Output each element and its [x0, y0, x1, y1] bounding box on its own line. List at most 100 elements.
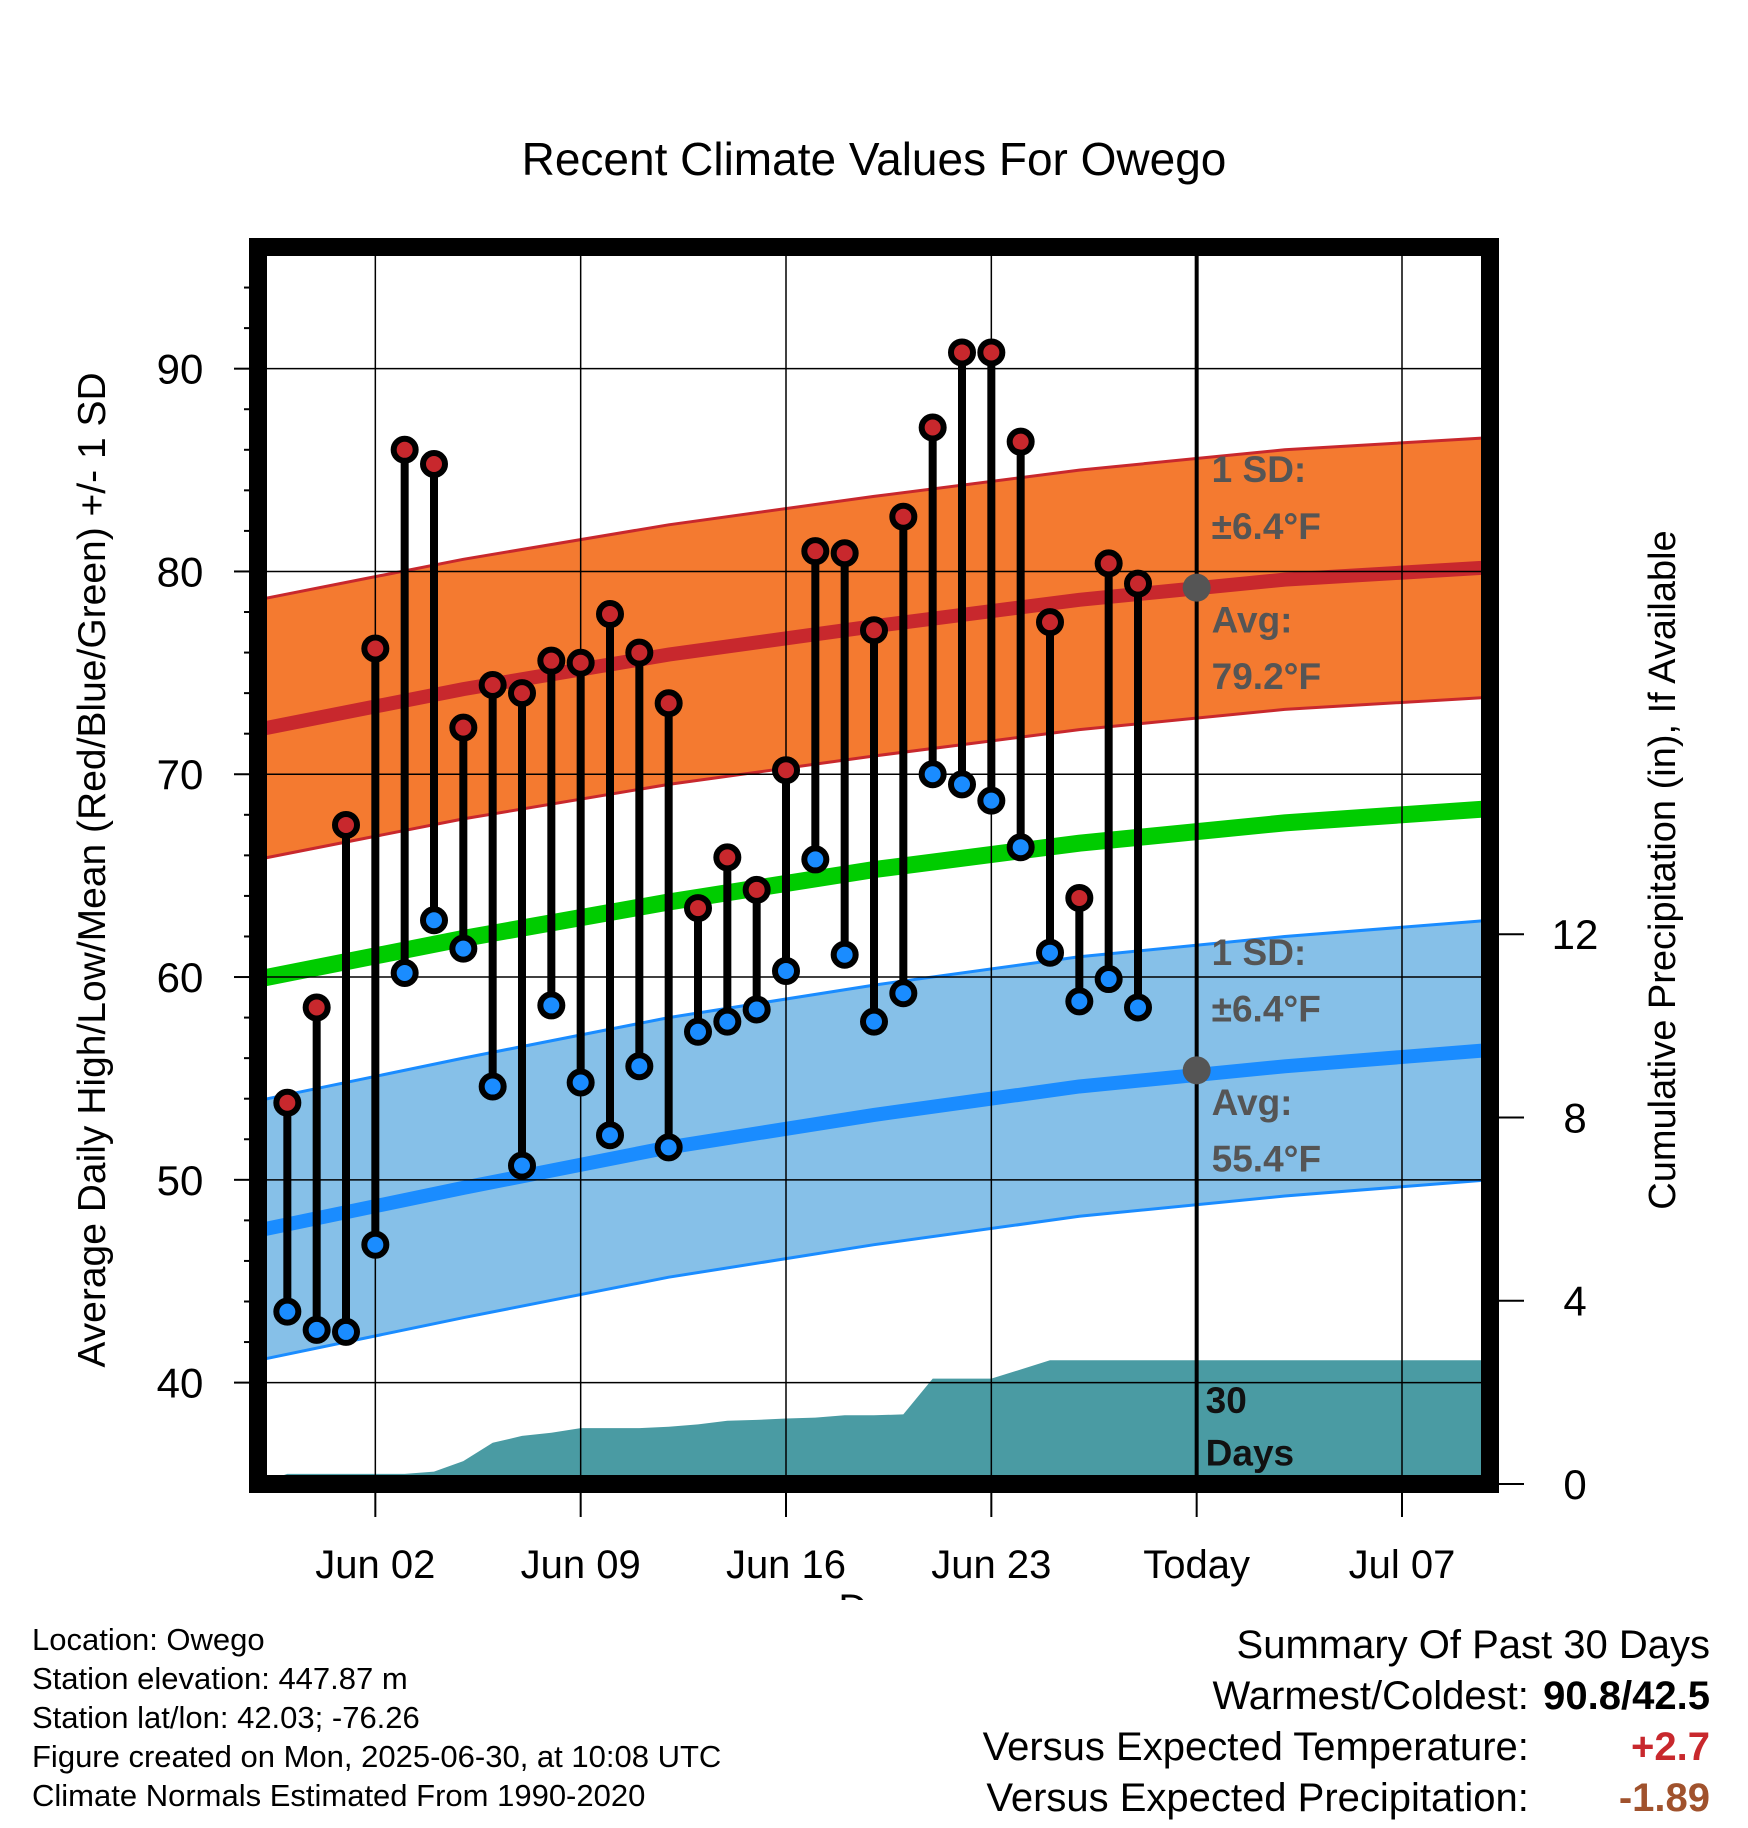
daily-high-point: [390, 435, 419, 464]
daily-low-point: [508, 1151, 536, 1180]
daily-high-point: [625, 638, 654, 667]
x-tick-label: Jul 07: [1349, 1543, 1456, 1587]
daily-high-point: [537, 646, 566, 675]
daily-high-point: [1006, 427, 1035, 456]
high-avg-label: Avg:: [1212, 599, 1293, 640]
daily-high-point: [332, 810, 360, 839]
daily-low-point: [860, 1007, 888, 1036]
y-axis-label: Average Daily High/Low/Mean (Red/Blue/Gr…: [71, 372, 114, 1367]
daily-low-point: [596, 1121, 624, 1150]
low-band: [258, 920, 1490, 1361]
temp-label: Versus Expected Temperature:: [982, 1725, 1529, 1769]
daily-high-point: [449, 713, 478, 742]
low-avg-label: Avg:: [1212, 1082, 1293, 1123]
high-sd-label: 1 SD:: [1212, 449, 1307, 490]
summary-heading: Summary Of Past 30 Days: [1236, 1623, 1710, 1667]
daily-low-point: [420, 906, 448, 935]
daily-high-point: [361, 634, 390, 663]
daily-high-point: [772, 756, 800, 785]
daily-high-point: [801, 537, 830, 566]
daily-high-point: [508, 679, 536, 708]
daily-high-point: [713, 843, 742, 872]
daily-low-point: [742, 995, 771, 1024]
normals-text: Climate Normals Estimated From 1990-2020: [32, 1778, 646, 1813]
y2-tick-label: 0: [1563, 1461, 1586, 1508]
daily-low-point: [1036, 938, 1064, 967]
daily-low-point: [361, 1230, 390, 1259]
daily-high-point: [860, 616, 888, 645]
daily-high-point: [273, 1088, 302, 1117]
x-tick-label: Jun 02: [315, 1543, 435, 1587]
daily-high-point: [1036, 608, 1064, 637]
daily-high-point: [830, 539, 859, 568]
daily-high-point: [302, 993, 331, 1022]
daily-low-point: [537, 991, 566, 1020]
daily-low-point: [948, 770, 976, 799]
y-tick-label: 70: [157, 751, 204, 798]
plot-area: 1 SD: ±6.4°F Avg: 79.2°F 1 SD: ±6.4°F Avg: 55.4…: [157, 238, 1599, 1587]
daily-low-point: [390, 958, 419, 987]
daily-low-point: [1094, 965, 1123, 994]
warmest-value: 90.8/42.5: [1543, 1674, 1710, 1718]
y2-tick-label: 12: [1552, 911, 1599, 958]
temp-value: +2.7: [1631, 1725, 1710, 1769]
y-tick-label: 80: [157, 548, 204, 595]
daily-high-point: [478, 671, 507, 700]
daily-high-point: [420, 449, 448, 478]
location-text: Location: Owego: [32, 1622, 265, 1657]
daily-high-point: [1124, 569, 1152, 598]
days-count-label: 30: [1206, 1380, 1247, 1421]
x-tick-label: Jun 16: [726, 1543, 846, 1587]
daily-low-point: [449, 934, 478, 963]
daily-low-point: [478, 1072, 507, 1101]
high-sd-value: ±6.4°F: [1212, 506, 1321, 547]
daily-low-point: [566, 1068, 595, 1097]
daily-high-point: [566, 648, 595, 677]
climate-chart: Recent Climate Values For Owego Average …: [71, 133, 1684, 1600]
daily-low-point: [1006, 833, 1035, 862]
low-sd-value: ±6.4°F: [1212, 989, 1321, 1030]
daily-low-point: [302, 1315, 331, 1344]
daily-low-point: [1124, 993, 1152, 1022]
high-avg-value: 79.2°F: [1212, 656, 1321, 697]
y2-tick-label: 4: [1563, 1278, 1586, 1325]
daily-high-point: [918, 413, 947, 442]
y2-axis-label: Cumulative Precipitation (in), If Availa…: [1642, 530, 1684, 1209]
daily-low-point: [654, 1133, 683, 1162]
daily-high-point: [948, 338, 976, 367]
plot-frame: [249, 238, 1499, 1493]
daily-low-point: [918, 760, 947, 789]
summary-panel: Summary Of Past 30 Days Warmest/Coldest:…: [983, 1620, 1710, 1824]
daily-high-point: [596, 600, 624, 629]
daily-low-point: [684, 1017, 712, 1046]
daily-high-point: [684, 894, 712, 923]
days-word-label: Days: [1206, 1433, 1294, 1474]
y2-tick-label: 8: [1563, 1094, 1586, 1141]
daily-low-point: [772, 956, 800, 985]
x-tick-label: Today: [1143, 1543, 1250, 1587]
daily-low-point: [1065, 987, 1094, 1016]
daily-high-point: [1065, 883, 1094, 912]
daily-low-point: [273, 1297, 302, 1326]
precip-value: -1.89: [1618, 1776, 1710, 1820]
chart-title: Recent Climate Values For Owego: [522, 133, 1227, 185]
daily-high-point: [889, 502, 918, 531]
daily-high-point: [654, 689, 683, 718]
y-tick-label: 40: [157, 1360, 204, 1407]
warmest-label: Warmest/Coldest:: [1212, 1674, 1529, 1718]
y-tick-label: 50: [157, 1157, 204, 1204]
y-tick-label: 60: [157, 954, 204, 1001]
precip-label: Versus Expected Precipitation:: [986, 1776, 1529, 1820]
daily-low-point: [332, 1317, 360, 1346]
summary-precip-row: Versus Expected Precipitation: -1.89: [983, 1773, 1710, 1824]
daily-low-point: [801, 845, 830, 874]
x-axis-label: Day: [838, 1587, 909, 1600]
station-info: Location: Owego Station elevation: 447.8…: [32, 1620, 721, 1815]
precip-area: [258, 1360, 1490, 1484]
daily-low-point: [889, 979, 918, 1008]
high-band-edge-upper: [257, 436, 1491, 602]
daily-low-point: [830, 940, 859, 969]
y-tick-label: 90: [157, 346, 204, 393]
low-band-edge-lower: [257, 1178, 1491, 1362]
created-text: Figure created on Mon, 2025-06-30, at 10…: [32, 1739, 722, 1774]
